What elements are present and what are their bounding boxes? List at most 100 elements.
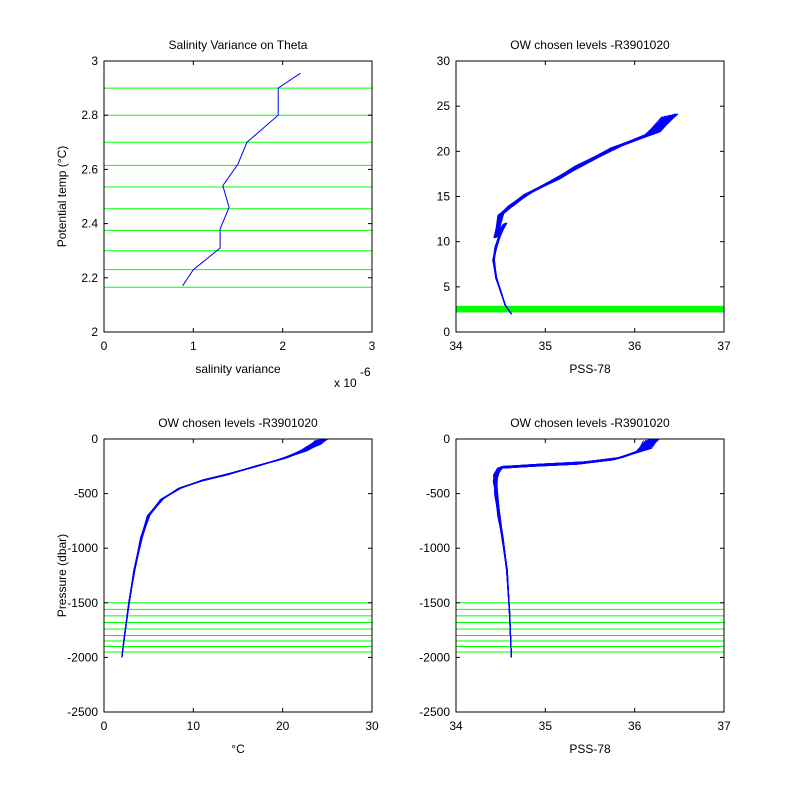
chart-ax4: 34 35 36 37 0 -500 -1000 -1500 -2000 -2500 OW chos… xyxy=(419,416,731,756)
profile-line xyxy=(492,116,663,315)
profile-line xyxy=(492,114,671,315)
y-tick-label: -1500 xyxy=(419,596,450,610)
profile-line xyxy=(492,114,673,315)
profile-line xyxy=(494,439,655,658)
x-tick-label: 35 xyxy=(539,719,553,733)
profile-line xyxy=(493,113,679,315)
profile-line xyxy=(492,116,666,315)
profile-line xyxy=(493,113,675,315)
profile-line xyxy=(121,439,323,658)
profile-line xyxy=(494,439,652,658)
chart-title: OW chosen levels -R3901020 xyxy=(510,38,670,52)
axes-box xyxy=(103,438,373,713)
y-tick-label: -1000 xyxy=(419,541,450,555)
profile-line xyxy=(492,440,649,658)
profile-line xyxy=(493,113,677,315)
profile-line xyxy=(492,116,666,315)
x-tick-label: 20 xyxy=(276,719,290,733)
profile-line xyxy=(121,440,316,658)
profile-line xyxy=(493,113,676,315)
profile-line xyxy=(121,439,327,658)
profile-line xyxy=(493,114,670,315)
y-tick-label: 20 xyxy=(437,144,451,158)
profile-line xyxy=(121,439,323,658)
profile-line xyxy=(121,439,322,658)
profile-line xyxy=(495,439,660,658)
profile-line xyxy=(495,439,658,658)
x-exponent-sup: -6 xyxy=(360,365,371,379)
profile-line xyxy=(493,114,674,315)
profile-line xyxy=(121,439,324,658)
profile-line xyxy=(121,439,325,658)
profile-line xyxy=(495,439,655,658)
profile-line xyxy=(493,114,674,315)
y-axis-label: Pressure (dbar) xyxy=(55,534,69,617)
profile-line xyxy=(121,439,320,658)
profile-line xyxy=(496,439,659,658)
y-tick-label: 5 xyxy=(443,280,450,294)
chart-ax1: 0 1 2 3 2 2.2 2.4 2.6 2.8 3 Salinity Variance on T… xyxy=(55,38,376,390)
plot-area-ax3 xyxy=(104,439,372,658)
x-axis-label: PSS-78 xyxy=(569,742,611,756)
x-tick-label: 36 xyxy=(628,719,642,733)
y-tick-label: -2000 xyxy=(67,650,98,664)
profile-line xyxy=(493,439,649,658)
profile-line xyxy=(493,114,673,315)
y-tick-label: -500 xyxy=(426,487,450,501)
profile-line xyxy=(494,439,657,658)
profile-line xyxy=(121,439,327,658)
profile-line xyxy=(121,439,318,658)
profile-line xyxy=(121,439,320,658)
y-tick-label: 0 xyxy=(443,432,450,446)
profile-line xyxy=(121,439,325,658)
plot-area-ax2 xyxy=(456,113,724,315)
y-tick-label: -500 xyxy=(74,487,98,501)
profile-line xyxy=(492,115,667,315)
axes-box xyxy=(455,60,725,333)
profile-line xyxy=(121,439,327,658)
profile-line xyxy=(493,116,664,315)
profile-line xyxy=(496,439,657,658)
profile-line xyxy=(494,439,657,658)
profile-line xyxy=(121,439,325,658)
level-band xyxy=(456,305,724,313)
profile-line xyxy=(121,439,325,658)
y-axis-label: Potential temp (°C) xyxy=(55,146,69,248)
y-tick-label: 25 xyxy=(437,99,451,113)
plot-area-ax4 xyxy=(456,439,724,658)
profile-line xyxy=(121,439,329,658)
x-tick-label: 0 xyxy=(101,339,108,353)
profile-line xyxy=(492,113,679,315)
profile-line xyxy=(495,439,659,658)
x-tick-label: 34 xyxy=(449,339,463,353)
profile-line xyxy=(492,115,668,315)
profile-line xyxy=(493,439,654,658)
profile-line xyxy=(494,439,653,658)
y-tick-label: 10 xyxy=(437,235,451,249)
profile-line xyxy=(492,113,676,315)
profile-line xyxy=(121,439,322,658)
axes-box xyxy=(455,438,725,713)
y-tick-label: 0 xyxy=(443,325,450,339)
profile-line xyxy=(493,439,650,658)
y-tick-label: 2.2 xyxy=(81,271,98,285)
x-tick-label: 0 xyxy=(101,719,108,733)
x-exponent-label: x 10 xyxy=(334,376,357,390)
profile-line xyxy=(492,115,672,315)
profile-line xyxy=(495,439,652,658)
y-tick-label: 0 xyxy=(91,432,98,446)
profile-line xyxy=(121,439,323,658)
x-tick-label: 2 xyxy=(279,339,286,353)
plot-area-ax1 xyxy=(104,72,372,288)
y-tick-label: -1000 xyxy=(67,541,98,555)
y-tick-label: -2500 xyxy=(67,705,98,719)
x-tick-label: 37 xyxy=(717,719,731,733)
chart-title: Salinity Variance on Theta xyxy=(169,38,308,52)
y-tick-label: -1500 xyxy=(67,596,98,610)
x-tick-label: 34 xyxy=(449,719,463,733)
profile-line xyxy=(493,439,652,658)
profile-line xyxy=(493,113,677,315)
y-tick-label: 2.4 xyxy=(81,217,98,231)
